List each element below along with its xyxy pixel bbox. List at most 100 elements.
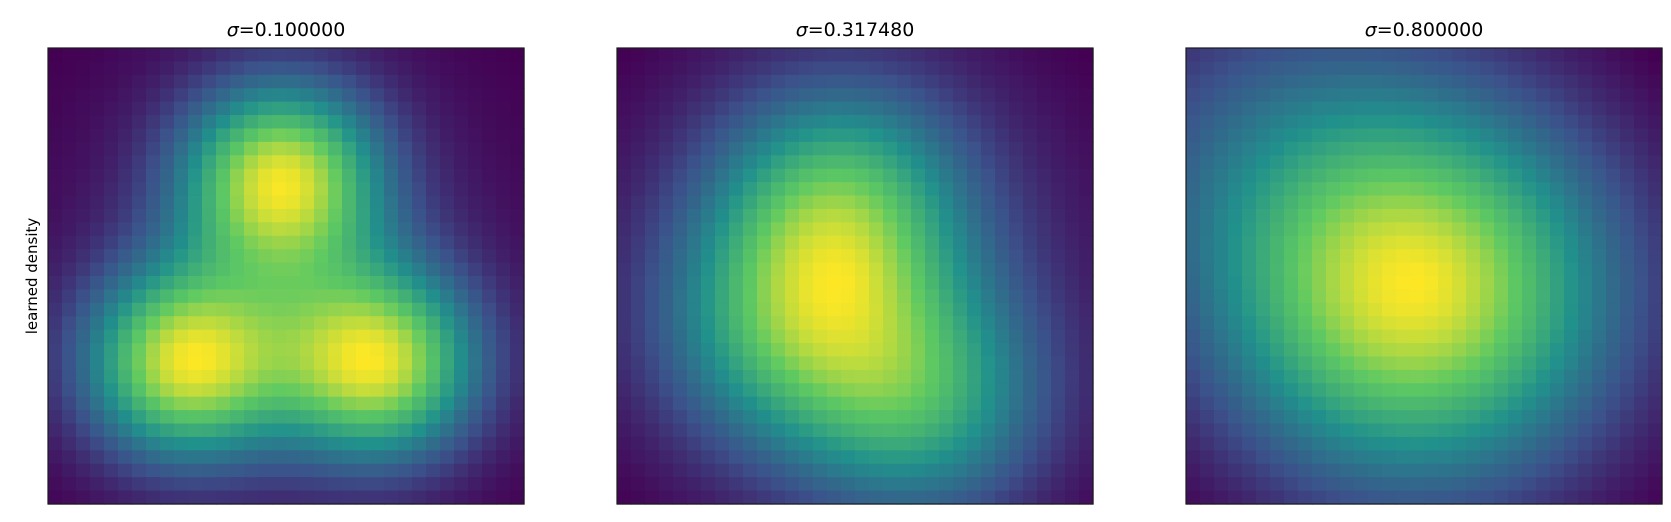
density-cell xyxy=(1284,477,1299,492)
density-cell xyxy=(300,48,315,63)
density-cell xyxy=(1522,128,1537,143)
density-cell xyxy=(1466,289,1481,304)
density-cell xyxy=(286,477,301,492)
density-cell xyxy=(1037,396,1052,411)
density-cell xyxy=(76,410,91,425)
density-cell xyxy=(1186,115,1201,130)
density-cell xyxy=(1228,182,1243,197)
density-cell xyxy=(1382,289,1397,304)
density-cell xyxy=(1200,369,1215,384)
density-cell xyxy=(855,101,870,116)
density-cell xyxy=(1200,423,1215,438)
density-cell xyxy=(398,329,413,344)
density-cell xyxy=(286,88,301,103)
density-cell xyxy=(701,316,716,331)
density-cell xyxy=(244,450,259,465)
density-cell xyxy=(1424,276,1439,291)
density-cell xyxy=(1023,182,1038,197)
density-cell xyxy=(496,289,511,304)
density-cell xyxy=(328,302,343,317)
density-cell xyxy=(1256,74,1271,89)
density-cell xyxy=(1494,168,1509,183)
density-cell xyxy=(729,356,744,371)
density-cell xyxy=(1270,316,1285,331)
density-cell xyxy=(1214,410,1229,425)
density-cell xyxy=(1564,450,1579,465)
density-cell xyxy=(1051,48,1066,63)
density-cell xyxy=(1186,490,1201,505)
density-cell xyxy=(883,61,898,76)
density-cell xyxy=(300,208,315,223)
density-cell xyxy=(286,396,301,411)
density-cell xyxy=(659,369,674,384)
density-cell xyxy=(645,490,660,505)
density-cell xyxy=(1009,222,1024,237)
density-cell xyxy=(300,436,315,451)
density-cell xyxy=(841,141,856,156)
density-cell xyxy=(1214,396,1229,411)
density-cell xyxy=(1340,383,1355,398)
density-cell xyxy=(631,410,646,425)
density-cell xyxy=(1284,316,1299,331)
density-cell xyxy=(1228,222,1243,237)
density-cell xyxy=(216,396,231,411)
title-sigma: σ xyxy=(227,19,240,41)
density-cell xyxy=(328,168,343,183)
density-cell xyxy=(841,262,856,277)
density-cell xyxy=(510,222,525,237)
density-cell xyxy=(1522,115,1537,130)
density-cell xyxy=(482,302,497,317)
density-cell xyxy=(911,141,926,156)
density-cell xyxy=(286,490,301,505)
density-cell xyxy=(1508,383,1523,398)
density-cell xyxy=(1480,436,1495,451)
density-cell xyxy=(1368,396,1383,411)
density-cell xyxy=(160,356,175,371)
density-cell xyxy=(995,343,1010,358)
density-cell xyxy=(216,477,231,492)
density-cell xyxy=(1634,436,1649,451)
density-cell xyxy=(813,249,828,264)
density-cell xyxy=(1065,195,1080,210)
density-cell xyxy=(230,396,245,411)
density-cell xyxy=(62,490,77,505)
density-cell xyxy=(687,115,702,130)
density-cell xyxy=(1340,410,1355,425)
density-cell xyxy=(1312,182,1327,197)
density-cell xyxy=(1536,48,1551,63)
density-cell xyxy=(687,249,702,264)
density-cell xyxy=(1508,396,1523,411)
density-cell xyxy=(244,101,259,116)
density-cell xyxy=(911,195,926,210)
density-cell xyxy=(258,289,273,304)
density-cell xyxy=(188,74,203,89)
density-cell xyxy=(1396,383,1411,398)
density-cell xyxy=(1023,61,1038,76)
density-cell xyxy=(911,383,926,398)
density-cell xyxy=(202,477,217,492)
density-cell xyxy=(799,463,814,478)
density-cell xyxy=(412,101,427,116)
density-cell xyxy=(48,195,63,210)
density-cell xyxy=(1494,74,1509,89)
density-cell xyxy=(1438,48,1453,63)
density-cell xyxy=(1438,463,1453,478)
density-cell xyxy=(785,141,800,156)
density-cell xyxy=(1242,208,1257,223)
density-cell xyxy=(1065,88,1080,103)
density-cell xyxy=(771,208,786,223)
density-cell xyxy=(314,115,329,130)
density-cell xyxy=(1354,182,1369,197)
density-cell xyxy=(981,208,996,223)
density-cell xyxy=(743,463,758,478)
density-cell xyxy=(939,316,954,331)
density-cell xyxy=(1228,262,1243,277)
density-cell xyxy=(1452,155,1467,170)
density-cell xyxy=(1396,168,1411,183)
density-cell xyxy=(1270,88,1285,103)
density-cell xyxy=(1550,88,1565,103)
density-cell xyxy=(286,208,301,223)
density-cell xyxy=(1214,316,1229,331)
density-cell xyxy=(897,343,912,358)
